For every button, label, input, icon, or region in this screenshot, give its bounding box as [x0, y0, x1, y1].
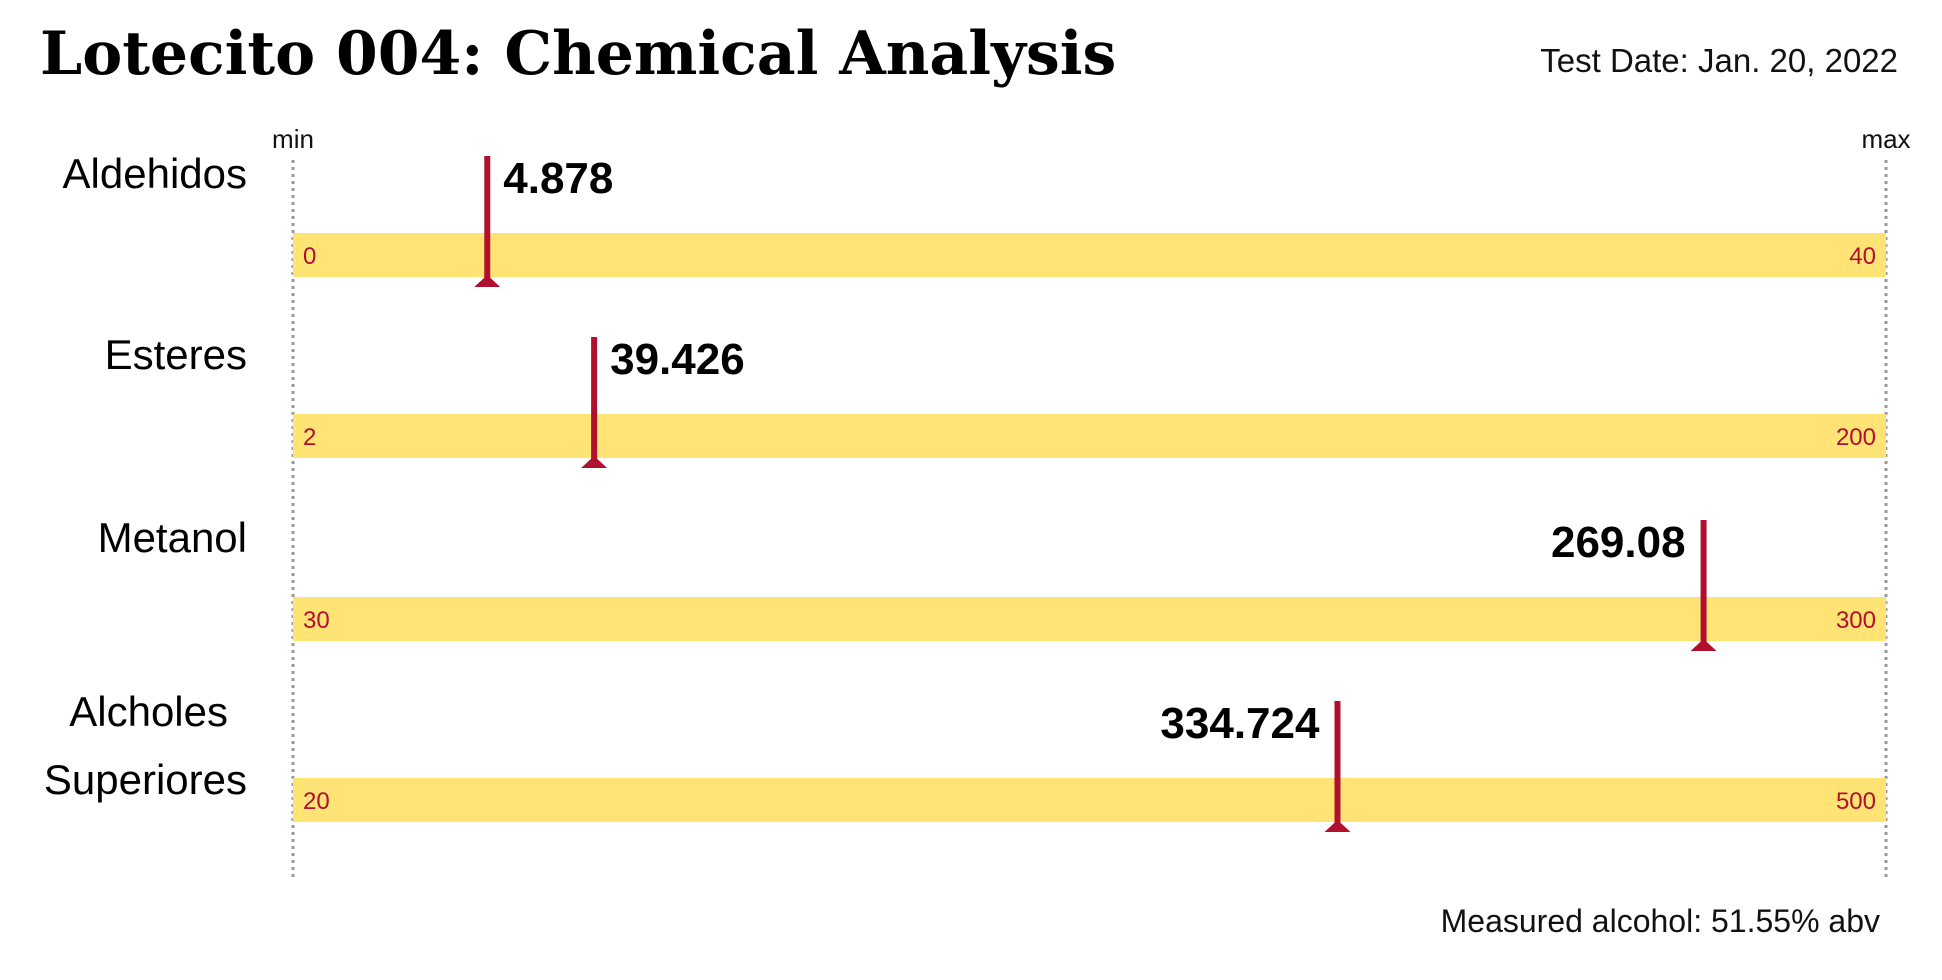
value-label: 334.724	[1160, 699, 1320, 748]
range-min-label: 2	[303, 424, 316, 451]
chart-title: Lotecito 004: Chemical Analysis	[40, 19, 1116, 89]
category-label: Alcholes Superiores	[44, 688, 247, 803]
range-max-label: 300	[1836, 607, 1876, 634]
value-label: 4.878	[503, 154, 613, 203]
value-marker-triangle	[474, 275, 501, 287]
range-max-label: 500	[1836, 788, 1876, 815]
value-label: 269.08	[1551, 518, 1686, 567]
range-band	[293, 233, 1886, 277]
value-marker-triangle	[581, 456, 608, 468]
range-max-label: 200	[1836, 424, 1876, 451]
row-1: 0 40 Aldehidos 4.878	[63, 150, 1886, 287]
row-4: 20 500 Alcholes Superiores 334.724	[44, 688, 1886, 832]
row-3: 30 300 Metanol 269.08	[98, 514, 1886, 651]
range-band	[293, 778, 1886, 822]
range-min-label: 20	[303, 788, 330, 815]
category-label: Metanol	[98, 514, 247, 561]
range-min-label: 0	[303, 243, 316, 270]
value-marker-triangle	[1690, 639, 1717, 651]
value-label: 39.426	[610, 335, 745, 384]
max-label: max	[1861, 124, 1910, 154]
test-date: Test Date: Jan. 20, 2022	[1540, 42, 1898, 79]
category-label: Esteres	[105, 331, 247, 378]
range-min-label: 30	[303, 607, 330, 634]
row-2: 2 200 Esteres 39.426	[105, 331, 1886, 468]
category-label: Aldehidos	[63, 150, 247, 197]
chart-rows: 0 40 Aldehidos 4.878 2 200 Esteres 39.426 30 300 M…	[44, 150, 1886, 832]
range-band	[293, 597, 1886, 641]
value-marker-triangle	[1324, 820, 1351, 832]
range-band	[293, 414, 1886, 458]
range-max-label: 40	[1849, 243, 1876, 270]
min-label: min	[272, 124, 314, 154]
footer-note: Measured alcohol: 51.55% abv	[1441, 903, 1880, 939]
